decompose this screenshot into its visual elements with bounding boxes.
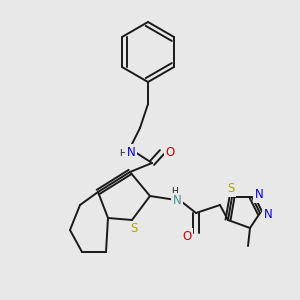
Text: O: O (165, 146, 175, 158)
Text: O: O (182, 230, 192, 242)
Text: S: S (227, 182, 235, 196)
Text: N: N (264, 208, 272, 221)
Text: H: H (172, 187, 178, 196)
Text: N: N (172, 194, 182, 208)
Text: N: N (127, 146, 135, 158)
Text: H: H (118, 149, 125, 158)
Text: S: S (130, 223, 138, 236)
Text: N: N (255, 188, 263, 202)
